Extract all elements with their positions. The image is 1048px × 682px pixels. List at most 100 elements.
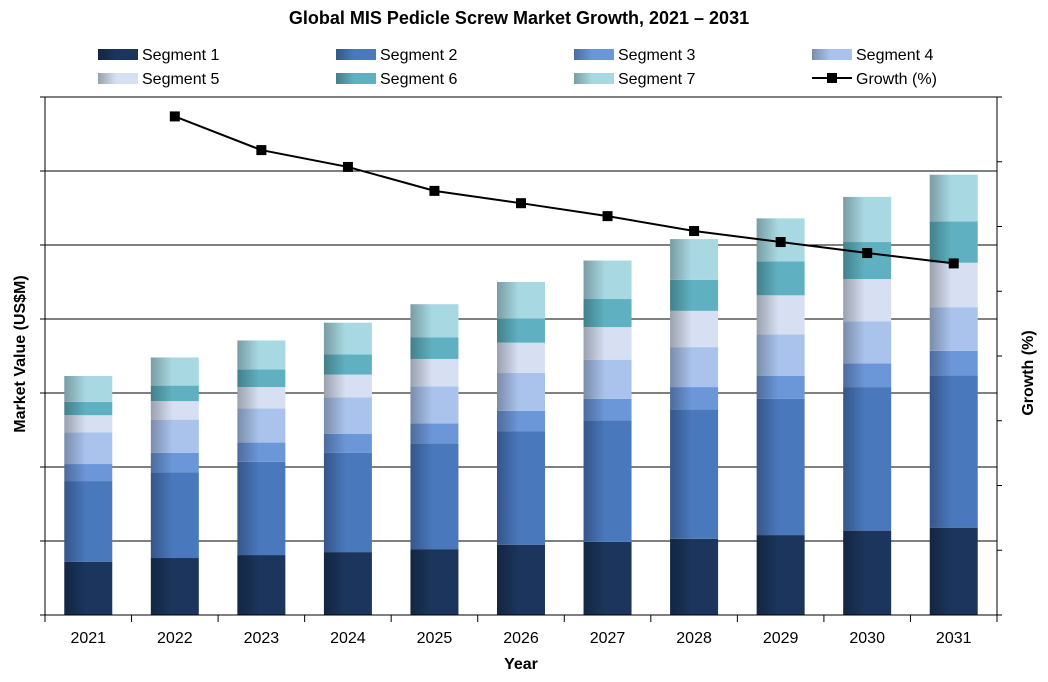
legend-item: Segment 3 (574, 47, 695, 64)
chart-title: Global MIS Pedicle Screw Market Growth, … (289, 8, 749, 28)
bar-segment (583, 299, 632, 328)
bar-segment (583, 327, 632, 360)
bar-segment (150, 452, 199, 473)
legend-item: Segment 7 (574, 71, 695, 88)
legend-label: Segment 1 (142, 47, 219, 64)
bar-segment (929, 350, 978, 376)
x-tick-label: 2027 (590, 630, 626, 647)
bar-segment (150, 558, 199, 615)
bars (64, 174, 978, 615)
bar-segment (237, 555, 286, 615)
bar-segment (410, 337, 459, 359)
growth-line-path (174, 115, 954, 265)
bar-segment (64, 561, 113, 615)
bar-segment (929, 262, 978, 308)
bar-segment (64, 432, 113, 465)
bar-segment (497, 282, 545, 319)
bar-segment (843, 279, 892, 322)
bar-segment (670, 409, 719, 539)
x-tick-label: 2025 (417, 630, 453, 647)
bar-segment (237, 369, 286, 388)
bar-segment (410, 443, 459, 550)
legend-swatch (812, 49, 852, 60)
legend-label: Segment 4 (856, 47, 933, 64)
x-tick-label: 2022 (157, 630, 193, 647)
x-tick-label: 2028 (676, 630, 712, 647)
y2-axis-title: Growth (%) (1020, 330, 1037, 415)
x-tick-labels: 2021 2022 2023 2024 2025 2026 2027 2028 2029 2030… (70, 630, 971, 647)
legend-item: Segment 6 (336, 71, 457, 88)
growth-point (775, 237, 786, 248)
bar-segment (323, 433, 372, 453)
bar-segment (583, 260, 632, 300)
bar-segment (150, 401, 199, 420)
bar-segment (756, 398, 805, 536)
bar-segment (756, 375, 805, 399)
growth-point (948, 258, 959, 269)
bar-segment (410, 304, 459, 338)
bar-segment (237, 442, 286, 462)
bar-segment (843, 321, 892, 364)
legend-item: Segment 1 (98, 47, 219, 64)
legend-swatch-marker (827, 73, 837, 83)
legend-swatch (574, 49, 614, 60)
x-tick-label: 2021 (70, 630, 106, 647)
bar-segment (843, 363, 892, 388)
legend-label: Segment 7 (618, 71, 695, 88)
bar-segment (497, 342, 545, 374)
legend: Segment 1 Segment 2 Segment 3 Segment 4 Segm… (98, 47, 937, 88)
bar-segment (323, 354, 372, 375)
bar-segment (756, 535, 805, 615)
bar-segment (150, 385, 199, 402)
legend-item: Segment 4 (812, 47, 933, 64)
bar-segment (497, 431, 545, 545)
bar-segment (843, 242, 892, 280)
growth-point (862, 248, 873, 259)
legend-label: Growth (%) (856, 71, 937, 88)
growth-point (342, 161, 353, 172)
growth-point (169, 111, 180, 122)
y-axis-title: Market Value (US$M) (12, 275, 29, 432)
x-tick-label: 2024 (330, 630, 366, 647)
bar-segment (497, 373, 545, 411)
bar-segment (410, 358, 459, 387)
legend-swatch (336, 73, 376, 84)
bar-segment (64, 375, 113, 402)
legend-label: Segment 2 (380, 47, 457, 64)
growth-point (256, 145, 267, 156)
bar-segment (583, 541, 632, 615)
bar-segment (756, 295, 805, 335)
legend-item: Growth (%) (812, 71, 937, 88)
bar-segment (670, 279, 719, 311)
bar-segment (237, 340, 286, 370)
bar-segment (237, 408, 286, 443)
bar-segment (150, 472, 199, 559)
bar-segment (323, 374, 372, 398)
bar-segment (929, 375, 978, 528)
bar-segment (237, 387, 286, 409)
bar-segment (497, 410, 545, 432)
legend-label: Segment 6 (380, 71, 457, 88)
x-tick-label: 2031 (936, 630, 972, 647)
bar-segment (670, 387, 719, 410)
bar-segment (929, 527, 978, 615)
bar-segment (670, 239, 719, 280)
bar-segment (583, 420, 632, 542)
bar-segment (64, 415, 113, 433)
axes (40, 96, 1002, 622)
bar-segment (410, 386, 459, 424)
bar-segment (323, 322, 372, 355)
x-tick-label: 2029 (763, 630, 799, 647)
bar-segment (150, 419, 199, 453)
bar-segment (929, 174, 978, 222)
bar-segment (497, 318, 545, 343)
bar-segment (929, 307, 978, 351)
bar-segment (756, 334, 805, 376)
bar-segment (670, 538, 719, 615)
growth-point (689, 226, 700, 237)
bar-segment (670, 310, 719, 348)
bar-segment (410, 423, 459, 444)
bar-segment (929, 221, 978, 263)
bar-segment (323, 397, 372, 434)
